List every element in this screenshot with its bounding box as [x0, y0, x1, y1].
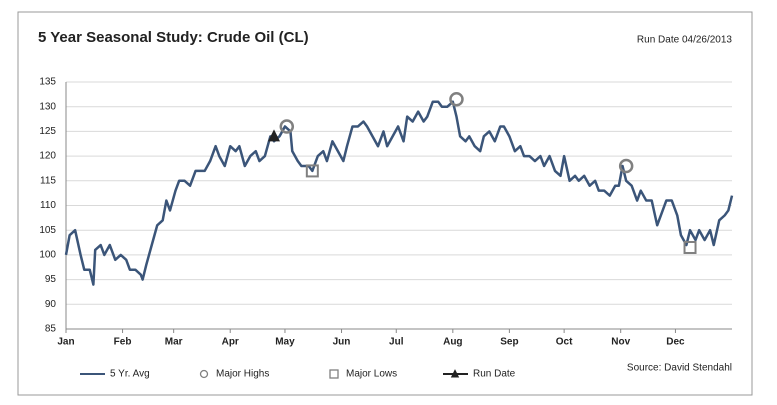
y-tick-label: 120 — [39, 151, 56, 162]
x-tick-label: Jan — [57, 337, 74, 348]
y-tick-label: 110 — [40, 200, 56, 211]
x-tick-label: Apr — [222, 337, 239, 348]
y-tick-label: 105 — [39, 225, 56, 236]
x-tick-label: Mar — [165, 337, 183, 348]
legend-marker — [450, 369, 460, 378]
x-tick-label: Jul — [389, 337, 404, 348]
legend-label: Major Lows — [346, 369, 397, 380]
chart-title: 5 Year Seasonal Study: Crude Oil (CL) — [38, 29, 309, 46]
point-marker — [305, 164, 319, 178]
legend-marker — [329, 369, 339, 379]
frame — [17, 11, 753, 396]
line-series — [64, 100, 734, 286]
x-tick-label: Oct — [556, 337, 573, 348]
y-tick-label: 90 — [45, 299, 57, 310]
legend-marker — [199, 369, 209, 379]
x-tick-label: Aug — [443, 337, 462, 348]
legend-label: 5 Yr. Avg — [110, 369, 150, 380]
x-tick-label: Feb — [114, 337, 132, 348]
x-tick-label: Nov — [611, 337, 630, 348]
source: Source: David Stendahl — [627, 363, 732, 374]
point-marker — [618, 158, 634, 174]
point-marker — [268, 129, 281, 142]
point-marker — [683, 240, 697, 254]
legend-label: Run Date — [473, 369, 516, 380]
subtitle: Run Date 04/26/2013 — [637, 35, 733, 46]
point-marker — [279, 119, 295, 134]
y-tick-label: 100 — [39, 250, 56, 261]
x-tick-label: Sep — [500, 337, 518, 348]
x-tick-label: Dec — [666, 337, 685, 348]
y-tick-label: 125 — [39, 126, 56, 137]
legend-label: Major Highs — [216, 369, 269, 380]
y-tick-label: 130 — [39, 101, 56, 112]
y-tick-label: 85 — [45, 324, 57, 335]
x-tick-label: Jun — [333, 337, 351, 348]
point-marker — [449, 92, 464, 107]
y-tick-label: 135 — [39, 77, 56, 88]
y-tick-label: 95 — [45, 274, 57, 285]
y-tick-label: 115 — [40, 175, 56, 186]
x-tick-label: May — [275, 337, 295, 348]
